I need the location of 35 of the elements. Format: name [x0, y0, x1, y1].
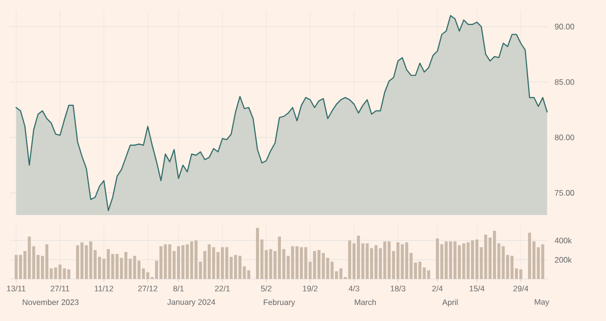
bar: [466, 242, 470, 279]
bar: [444, 241, 448, 279]
bar: [528, 232, 532, 279]
bar: [462, 243, 466, 279]
bar: [76, 245, 80, 279]
bar: [67, 269, 70, 279]
bar: [89, 241, 92, 279]
bar: [186, 244, 189, 279]
bar: [427, 270, 430, 279]
bar: [405, 242, 408, 279]
bar: [502, 246, 505, 279]
bar: [383, 241, 386, 279]
bar: [14, 254, 18, 279]
bar: [541, 244, 544, 279]
bar: [484, 234, 488, 279]
bar: [168, 244, 172, 279]
bar: [124, 252, 128, 279]
bar: [388, 241, 391, 279]
bar: [225, 247, 228, 279]
bar: [519, 269, 522, 279]
bar: [54, 267, 58, 279]
bar: [247, 270, 250, 279]
bar: [208, 244, 211, 279]
bar: [366, 243, 369, 279]
bar: [84, 245, 88, 279]
bar: [106, 249, 110, 279]
bar: [400, 244, 404, 279]
bar: [28, 236, 31, 279]
bar: [304, 247, 308, 279]
bar: [190, 241, 194, 279]
bar: [322, 252, 325, 279]
bar: [146, 272, 150, 279]
bar: [348, 240, 352, 279]
bar: [269, 249, 272, 279]
bar: [164, 244, 167, 279]
